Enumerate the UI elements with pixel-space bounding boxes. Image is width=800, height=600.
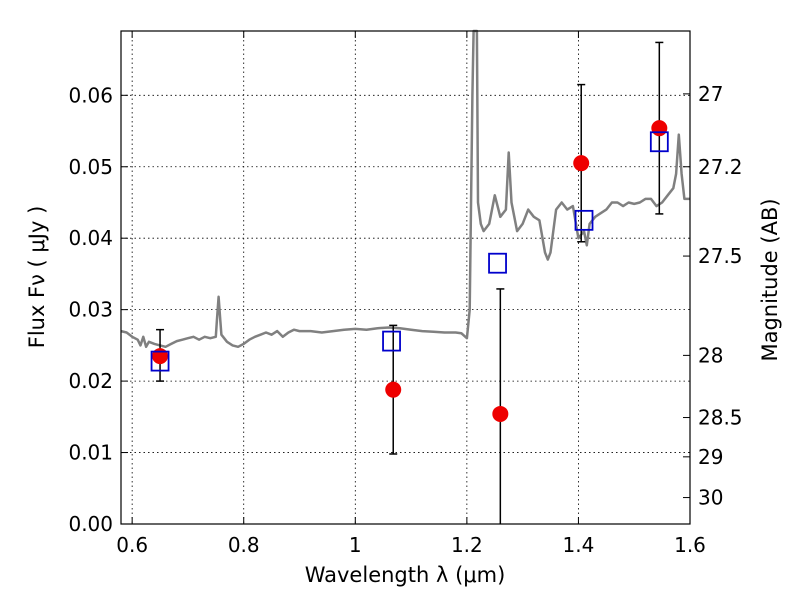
y-axis-label: Flux Fν ( μJy ) bbox=[25, 206, 49, 349]
y-tick-label: 0.02 bbox=[68, 369, 113, 393]
observed-point bbox=[385, 381, 402, 398]
observed-point bbox=[651, 120, 668, 137]
error-bars bbox=[156, 41, 664, 524]
y-tick-label: 0.06 bbox=[68, 83, 113, 107]
x-axis: 0.6 0.8 1 1.2 1.4 1.6 bbox=[116, 31, 706, 557]
model-point bbox=[382, 330, 401, 352]
y-axis: 0.00 0.01 0.02 0.03 0.04 0.05 0.06 bbox=[68, 83, 128, 536]
magnitude-tick-label: 27.2 bbox=[698, 155, 743, 179]
y-tick-label: 0.04 bbox=[68, 226, 113, 250]
observed-point bbox=[573, 155, 590, 172]
model-point bbox=[649, 131, 669, 153]
x-tick-label: 1.2 bbox=[451, 533, 483, 557]
magnitude-tick-label: 28.5 bbox=[698, 406, 743, 430]
x-tick-label: 0.6 bbox=[116, 533, 148, 557]
model-points bbox=[150, 131, 669, 372]
magnitude-tick-label: 30 bbox=[698, 486, 723, 510]
x-axis-label: Wavelength λ (μm) bbox=[305, 563, 506, 587]
magnitude-tick-label: 29 bbox=[698, 445, 723, 469]
y2-axis-label: Magnitude (AB) bbox=[758, 198, 782, 361]
magnitude-tick-label: 27 bbox=[698, 82, 723, 106]
magnitude-tick-label: 28 bbox=[698, 343, 723, 367]
x-tick-label: 1 bbox=[349, 533, 362, 557]
model-point bbox=[488, 252, 507, 274]
observed-points bbox=[152, 120, 668, 422]
model-point bbox=[150, 350, 170, 372]
grid-lines bbox=[121, 31, 691, 525]
x-tick-label: 1.6 bbox=[674, 533, 706, 557]
y-tick-label: 0.01 bbox=[68, 441, 113, 465]
y-tick-label: 0.03 bbox=[68, 298, 113, 322]
observed-point bbox=[492, 405, 509, 422]
y-tick-label: 0.00 bbox=[68, 512, 113, 536]
plot-area bbox=[120, 29, 690, 524]
x-tick-label: 0.8 bbox=[228, 533, 260, 557]
x-tick-label: 1.4 bbox=[563, 533, 595, 557]
plot-frame bbox=[120, 30, 691, 525]
spectrum-line bbox=[120, 29, 690, 349]
model-point bbox=[574, 209, 594, 231]
y-tick-label: 0.05 bbox=[68, 155, 113, 179]
magnitude-tick-label: 27.5 bbox=[698, 244, 743, 268]
magnitude-axis: 27 27.2 27.5 28 28.5 29 30 bbox=[683, 82, 743, 510]
